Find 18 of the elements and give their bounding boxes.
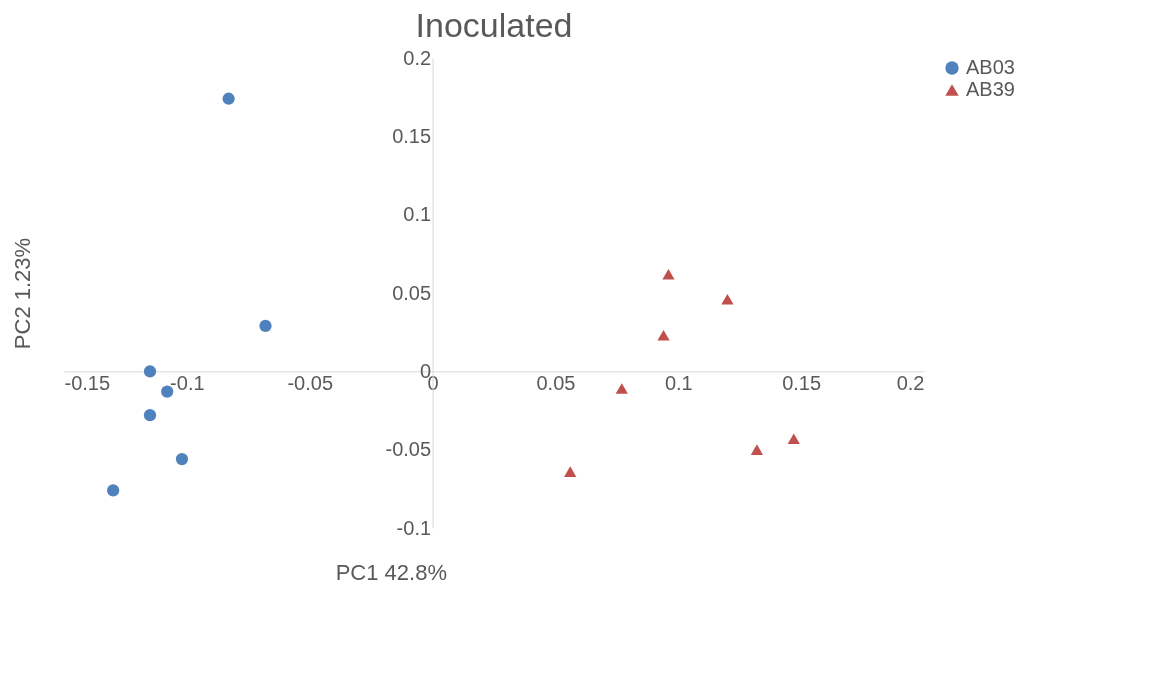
x-axis-title: PC1 42.8% [335,559,447,585]
legend-label: AB03 [966,56,1015,78]
x-tick-label: 0.2 [896,371,925,394]
x-tick-label: -0.1 [170,371,205,394]
x-tick-label: -0.05 [287,371,334,394]
y-tick-label: 0.15 [392,124,432,147]
y-axis-title: PC2 1.23% [9,237,35,350]
x-tick-label: -0.15 [64,371,111,394]
y-tick-label: 0.2 [403,46,432,69]
x-tick-label: 0.1 [664,371,693,394]
x-tick-label: 0.15 [782,371,822,394]
y-tick-label: -0.1 [396,516,432,539]
chart-title: Inoculated [415,6,573,44]
x-tick-label: 0.05 [536,371,576,394]
y-tick-label: -0.05 [385,438,432,461]
y-tick-label: 0.1 [403,203,432,226]
legend-label: AB39 [966,78,1015,100]
y-tick-label: 0.05 [392,281,432,304]
